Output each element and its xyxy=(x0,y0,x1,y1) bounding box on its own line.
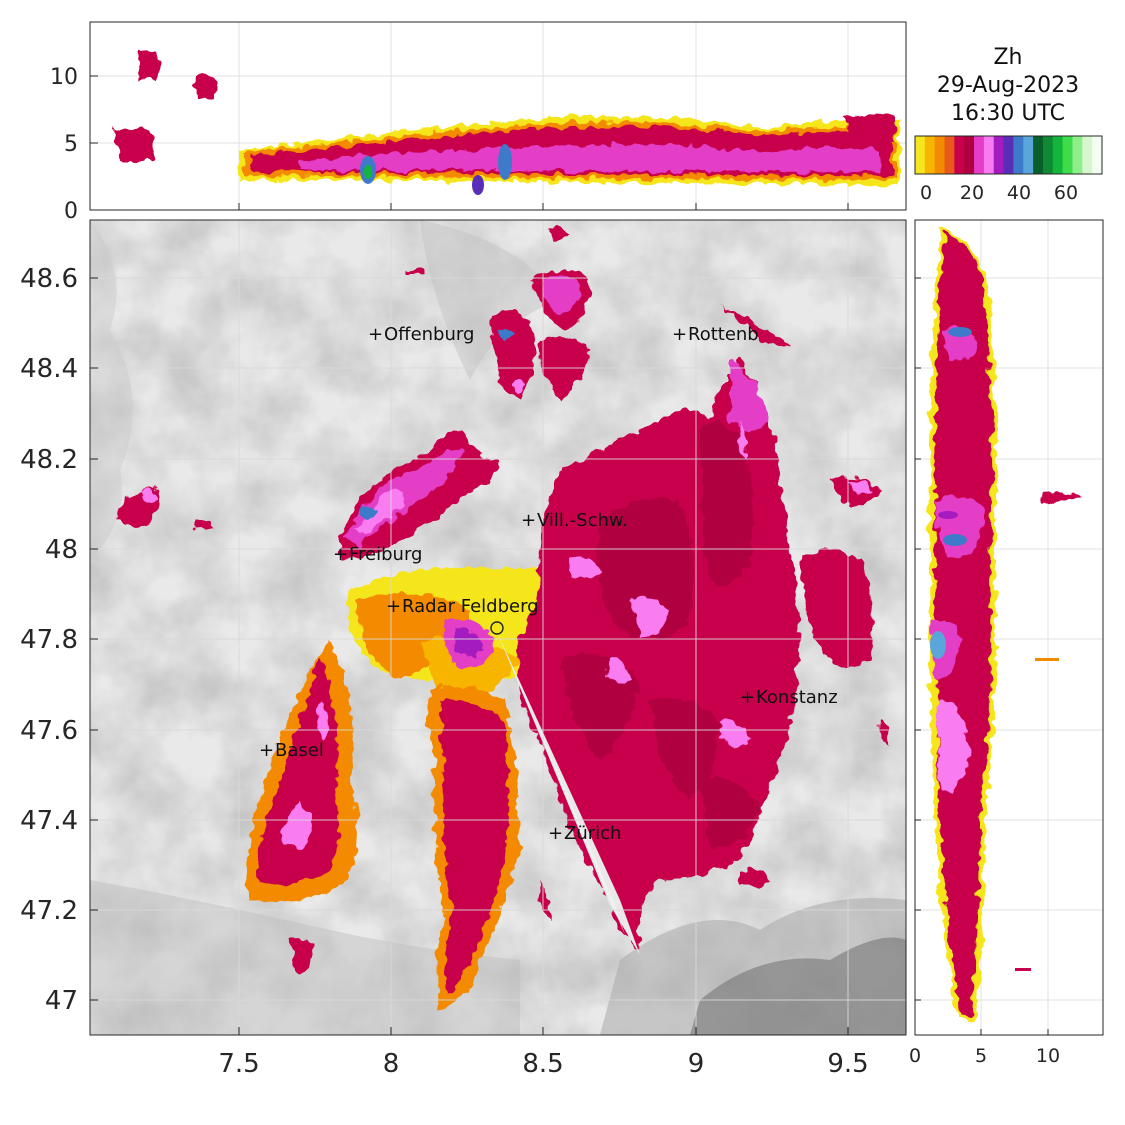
side-profile-panel: 0 5 10 xyxy=(909,219,1104,1067)
city-label-offenburg: Offenburg xyxy=(384,324,474,345)
top-profile-echoes xyxy=(115,48,900,195)
city-freiburg: + Freiburg xyxy=(333,544,422,565)
y-tick-label: 48.4 xyxy=(20,354,78,384)
city-basel: + Basel xyxy=(259,740,324,761)
colorbar-cell xyxy=(1062,136,1073,174)
main-y-ticks: 48.6 48.4 48.2 48 47.8 47.6 47.4 47.2 47 xyxy=(20,264,78,1016)
colorbar-cell xyxy=(974,136,985,174)
top-y-ticks: 10 5 0 xyxy=(50,65,78,224)
city-label-basel: Basel xyxy=(275,740,324,761)
side-x-ticks: 0 5 10 xyxy=(909,1045,1060,1067)
y-tick-label: 47.2 xyxy=(20,896,78,926)
time-title: 16:30 UTC xyxy=(951,101,1065,126)
main-map-panel: + Offenburg + Rottenb + Vill.-Schw. + Fr… xyxy=(20,219,907,1079)
svg-text:+: + xyxy=(672,324,687,345)
colorbar-cell xyxy=(1072,136,1083,174)
colorbar-cell xyxy=(993,136,1005,174)
colorbar-cell xyxy=(983,136,995,174)
city-rottenb: + Rottenb xyxy=(672,324,759,345)
svg-text:+: + xyxy=(368,324,383,345)
colorbar-cell xyxy=(1033,136,1044,174)
colorbar-frame xyxy=(914,135,1103,175)
colorbar-cell xyxy=(964,136,975,174)
main-map-frame xyxy=(89,219,907,1036)
colorbar-cell xyxy=(1023,136,1034,174)
colorbar-tick-label: 40 xyxy=(1007,182,1031,204)
colorbar-cell xyxy=(954,136,965,174)
y-tick-label: 48.6 xyxy=(20,264,78,294)
city-label-konstanz: Konstanz xyxy=(756,687,838,708)
main-x-ticks: 7.5 8 8.5 9 9.5 xyxy=(218,1049,868,1079)
city-konstanz: + Konstanz xyxy=(740,687,838,708)
city-label-vill-schw: Vill.-Schw. xyxy=(537,510,628,531)
svg-text:+: + xyxy=(333,544,348,565)
x-tick-label: 8 xyxy=(383,1049,400,1079)
legend-block: Zh 29-Aug-2023 16:30 UTC 0 20 40 60 xyxy=(914,45,1103,204)
side-x-tick-label: 10 xyxy=(1036,1045,1060,1067)
svg-text:+: + xyxy=(259,740,274,761)
colorbar-tick-label: 20 xyxy=(960,182,984,204)
y-tick-label: 47.6 xyxy=(20,716,78,746)
city-label-rottenb: Rottenb xyxy=(688,324,759,345)
side-profile-echoes xyxy=(929,228,1080,1020)
city-label-freiburg: Freiburg xyxy=(349,544,422,565)
svg-text:+: + xyxy=(521,510,536,531)
colorbar-cell xyxy=(1082,136,1093,174)
date-title: 29-Aug-2023 xyxy=(937,73,1079,98)
city-zurich: + Zürich xyxy=(548,823,621,844)
svg-text:+: + xyxy=(740,687,755,708)
main-grid xyxy=(90,220,906,1035)
colorbar-tick-label: 0 xyxy=(920,182,932,204)
colorbar-cell xyxy=(1003,136,1014,174)
colorbar-cell xyxy=(1042,136,1054,174)
x-tick-label: 8.5 xyxy=(522,1049,563,1079)
colorbar-cell xyxy=(1052,136,1064,174)
city-label-radar-feldberg: Radar Feldberg xyxy=(402,596,539,617)
colorbar-cell xyxy=(1092,136,1103,174)
colorbar-cell xyxy=(934,136,946,174)
side-x-tick-label: 0 xyxy=(909,1045,921,1067)
side-x-tick-label: 5 xyxy=(975,1045,987,1067)
radar-echoes xyxy=(118,228,889,1010)
x-tick-label: 9 xyxy=(688,1049,705,1079)
colorbar-tick-label: 60 xyxy=(1054,182,1078,204)
colorbar-cell xyxy=(924,136,936,174)
top-y-tick-label: 0 xyxy=(64,199,78,224)
top-profile-panel: 10 5 0 xyxy=(50,21,907,224)
top-y-tick-label: 10 xyxy=(50,65,78,90)
beam-blockage xyxy=(497,632,640,955)
y-tick-label: 48.2 xyxy=(20,445,78,475)
colorbar-cell xyxy=(915,136,926,174)
radar-site-marker xyxy=(490,621,504,635)
svg-text:+: + xyxy=(548,823,563,844)
variable-title: Zh xyxy=(993,45,1022,70)
y-tick-label: 47.8 xyxy=(20,625,78,655)
colorbar-cell xyxy=(944,136,955,174)
colorbar xyxy=(915,136,1103,174)
x-tick-label: 7.5 xyxy=(218,1049,259,1079)
svg-text:+: + xyxy=(386,596,401,617)
city-offenburg: + Offenburg xyxy=(368,324,474,345)
colorbar-cell xyxy=(1013,136,1024,174)
city-label-zurich: Zürich xyxy=(564,823,621,844)
y-tick-label: 47.4 xyxy=(20,806,78,836)
city-markers: + Offenburg + Rottenb + Vill.-Schw. + Fr… xyxy=(259,324,838,844)
city-radar-feldberg: + Radar Feldberg xyxy=(386,596,539,617)
top-y-tick-label: 5 xyxy=(64,132,78,157)
y-tick-label: 47 xyxy=(45,986,78,1016)
city-vill-schw: + Vill.-Schw. xyxy=(521,510,628,531)
y-tick-label: 48 xyxy=(45,535,78,565)
x-tick-label: 9.5 xyxy=(827,1049,868,1079)
